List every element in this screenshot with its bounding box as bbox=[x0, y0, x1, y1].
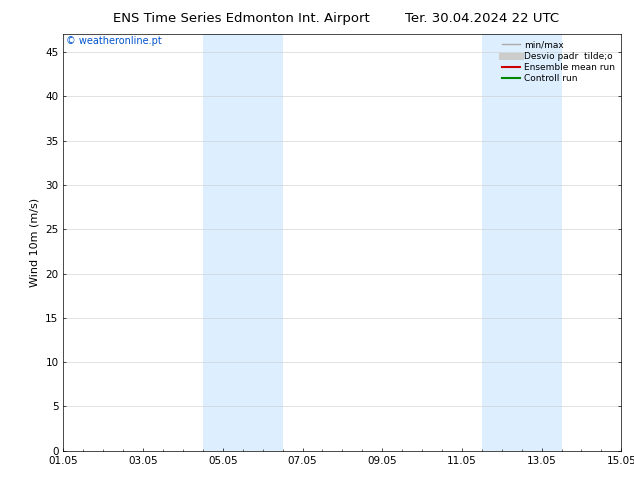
Text: ENS Time Series Edmonton Int. Airport: ENS Time Series Edmonton Int. Airport bbox=[113, 12, 369, 25]
Legend: min/max, Desvio padr  tilde;o, Ensemble mean run, Controll run: min/max, Desvio padr tilde;o, Ensemble m… bbox=[500, 39, 617, 85]
Y-axis label: Wind 10m (m/s): Wind 10m (m/s) bbox=[30, 198, 40, 287]
Bar bbox=[482, 34, 562, 451]
Text: © weatheronline.pt: © weatheronline.pt bbox=[66, 36, 162, 47]
Text: Ter. 30.04.2024 22 UTC: Ter. 30.04.2024 22 UTC bbox=[404, 12, 559, 25]
Bar bbox=[203, 34, 283, 451]
